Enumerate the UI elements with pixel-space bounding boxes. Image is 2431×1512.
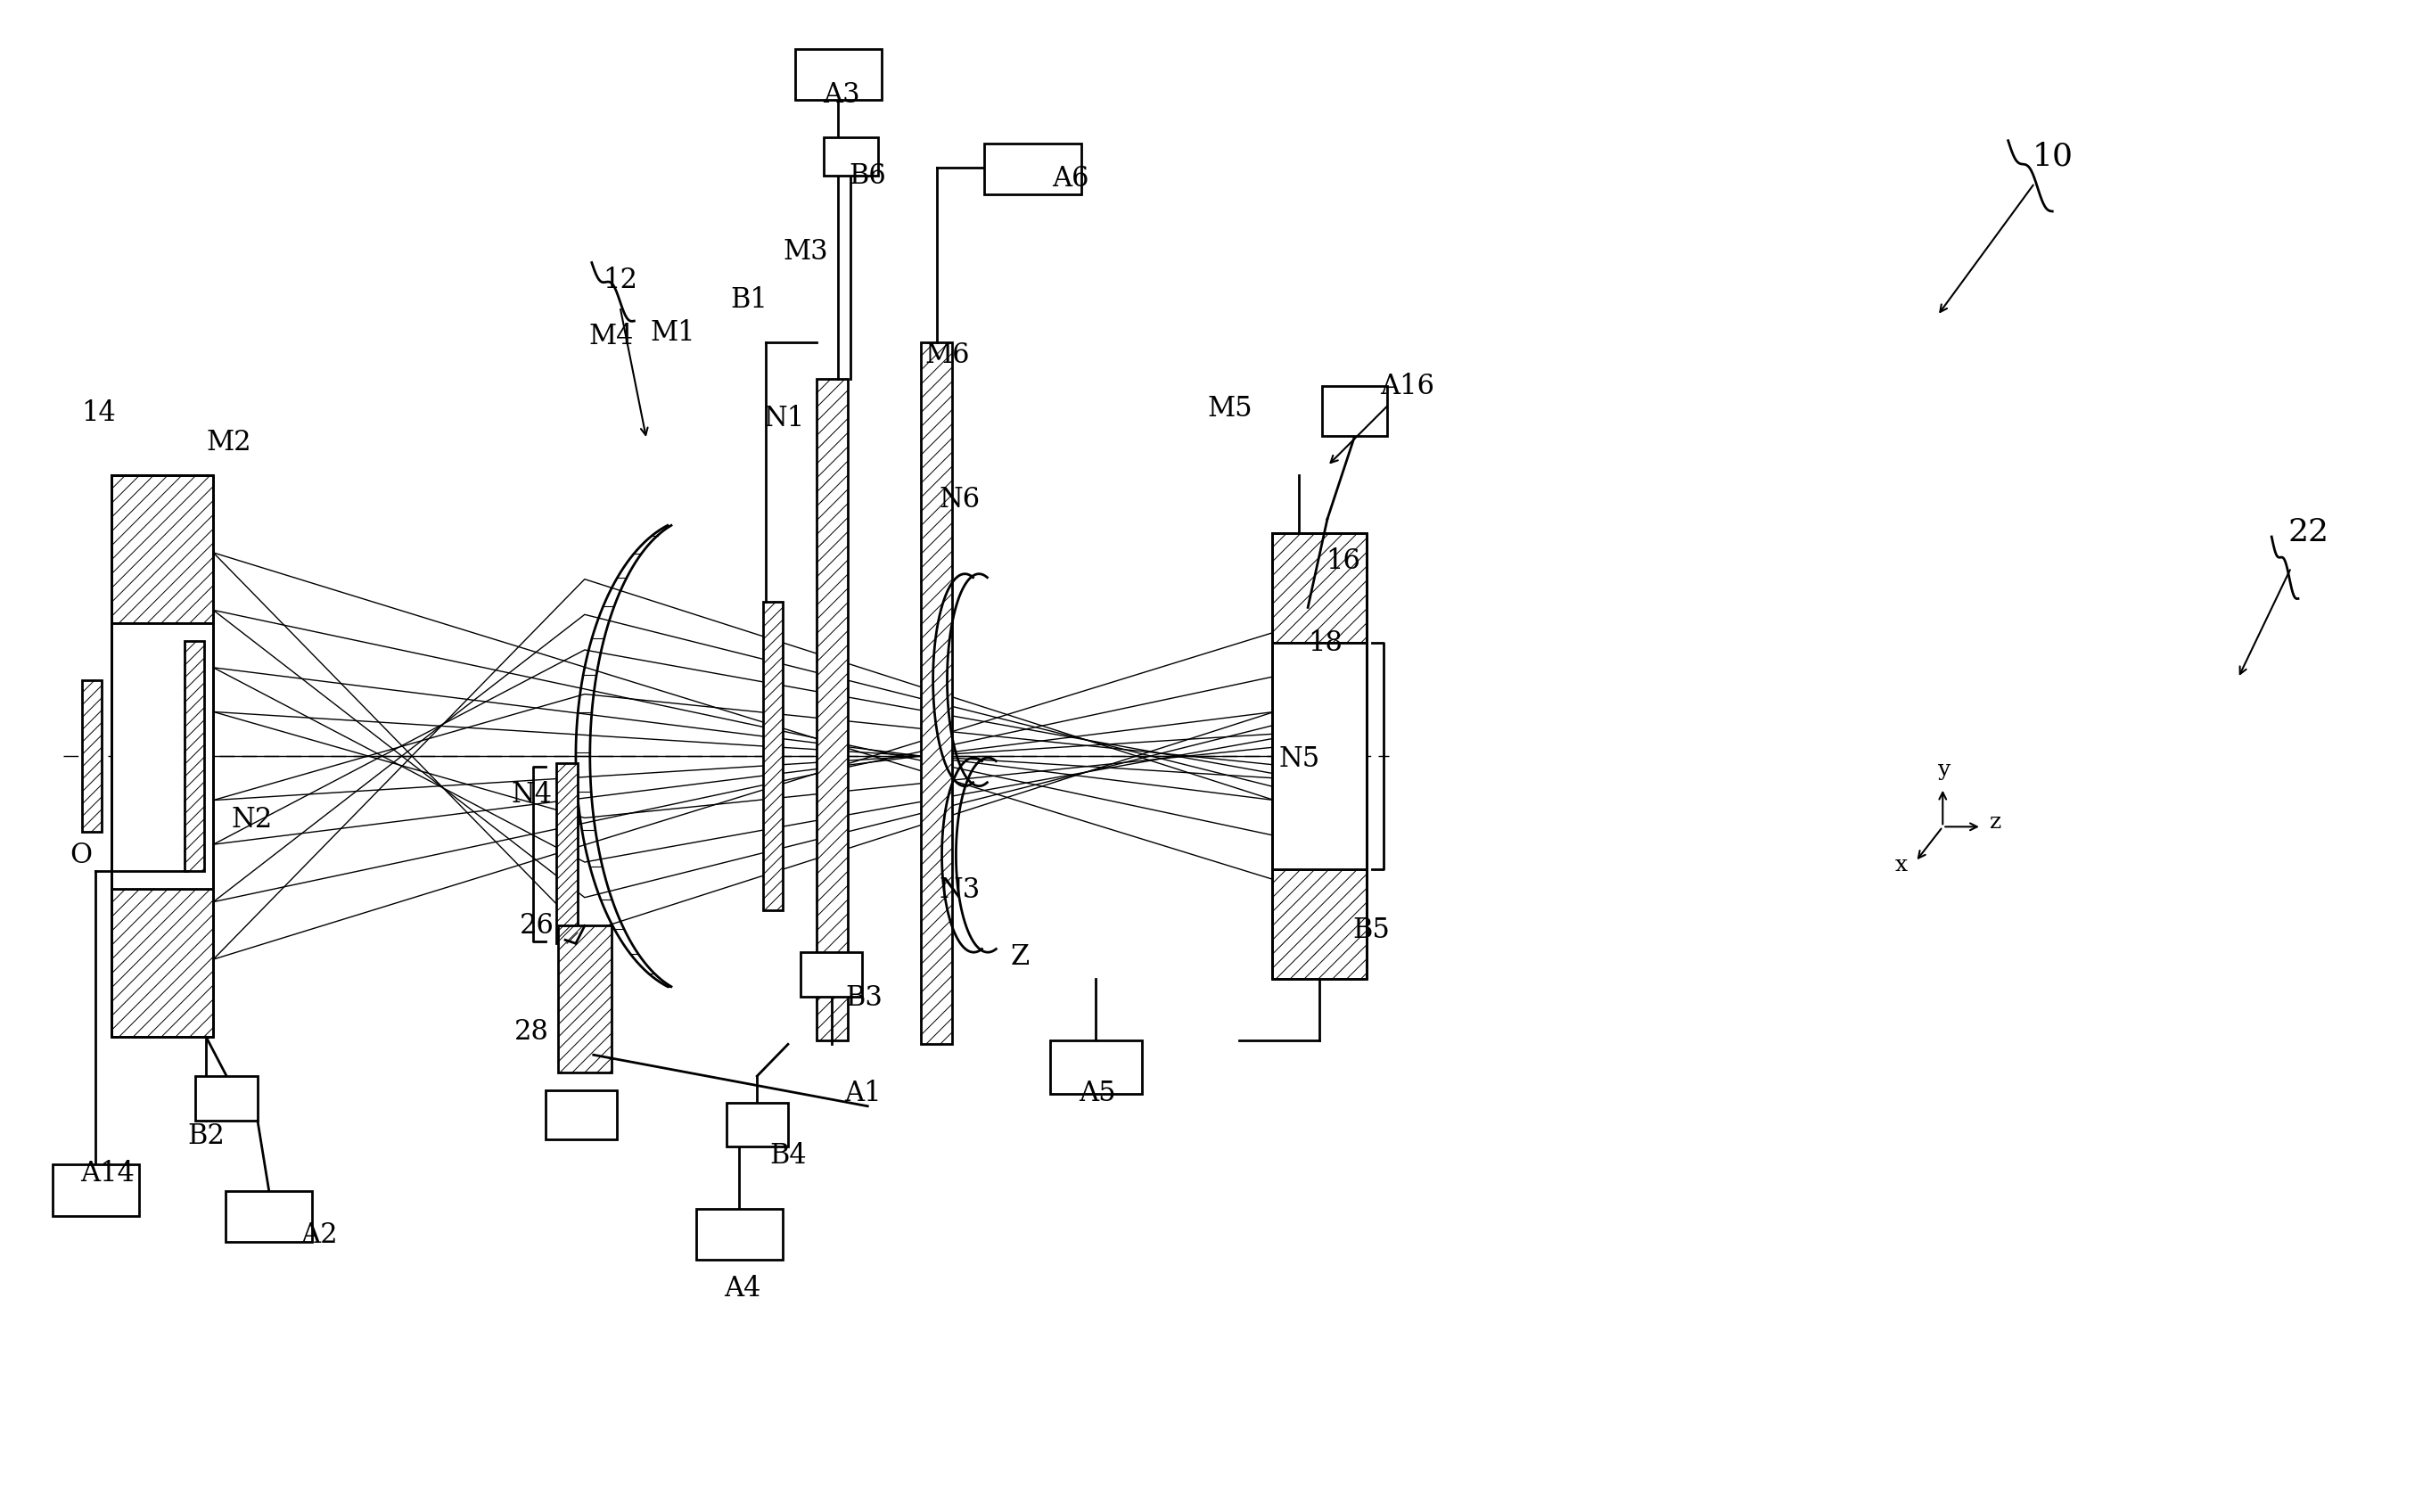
Text: 14: 14 (80, 399, 117, 426)
Bar (53, 1164, 139, 1216)
Text: N3: N3 (938, 877, 980, 904)
Bar (112, 623, 214, 889)
Text: B1: B1 (729, 286, 768, 313)
Text: B4: B4 (771, 1142, 807, 1169)
Text: A1: A1 (844, 1080, 882, 1108)
Text: B5: B5 (1354, 916, 1391, 943)
Text: M5: M5 (1208, 395, 1252, 422)
Bar (557, 764, 579, 943)
Text: N6: N6 (938, 485, 980, 514)
Text: 26: 26 (520, 912, 554, 939)
Bar (1271, 643, 1366, 869)
Text: N1: N1 (763, 404, 805, 432)
Bar (112, 889, 214, 1037)
Text: N2: N2 (231, 806, 272, 833)
Text: B6: B6 (848, 162, 887, 191)
Bar (985, 144, 1082, 195)
Text: M1: M1 (652, 319, 695, 348)
Text: A14: A14 (80, 1160, 134, 1187)
Text: M6: M6 (924, 342, 970, 369)
Text: 28: 28 (515, 1018, 549, 1046)
Bar (112, 475, 214, 623)
Text: O: O (70, 841, 92, 869)
Bar (545, 1090, 617, 1140)
Text: A5: A5 (1079, 1080, 1116, 1108)
Text: 22: 22 (2288, 517, 2329, 547)
Text: y: y (1938, 759, 1950, 780)
Text: N4: N4 (511, 782, 552, 809)
Text: M2: M2 (207, 429, 253, 457)
Text: z: z (1991, 812, 2001, 833)
Bar (1050, 1040, 1143, 1093)
Bar (817, 380, 848, 1040)
Text: M3: M3 (783, 239, 829, 266)
Bar (226, 1191, 311, 1243)
Bar (763, 602, 783, 910)
Bar (727, 1102, 788, 1146)
Bar (185, 641, 204, 871)
Text: B3: B3 (846, 984, 882, 1012)
Bar (1322, 387, 1388, 435)
Text: A16: A16 (1381, 372, 1434, 401)
Bar (824, 138, 878, 175)
Text: A4: A4 (724, 1275, 761, 1302)
Bar (83, 680, 102, 832)
Bar (1271, 869, 1366, 978)
Text: 18: 18 (1308, 629, 1342, 656)
Text: Z: Z (1011, 943, 1028, 971)
Text: B2: B2 (187, 1122, 226, 1151)
Bar (800, 953, 863, 996)
Text: N5: N5 (1279, 745, 1320, 773)
Bar (921, 342, 953, 1045)
Text: A6: A6 (1053, 165, 1089, 192)
Text: 12: 12 (603, 266, 637, 295)
Bar (559, 925, 610, 1072)
Text: A2: A2 (301, 1222, 338, 1249)
Bar (194, 1077, 258, 1120)
Text: 16: 16 (1325, 547, 1361, 575)
Bar (695, 1208, 783, 1259)
Bar (795, 48, 882, 100)
Text: M4: M4 (588, 324, 634, 351)
Text: 10: 10 (2032, 141, 2074, 172)
Bar (1271, 534, 1366, 643)
Text: A3: A3 (822, 80, 861, 109)
Text: x: x (1896, 854, 1908, 875)
